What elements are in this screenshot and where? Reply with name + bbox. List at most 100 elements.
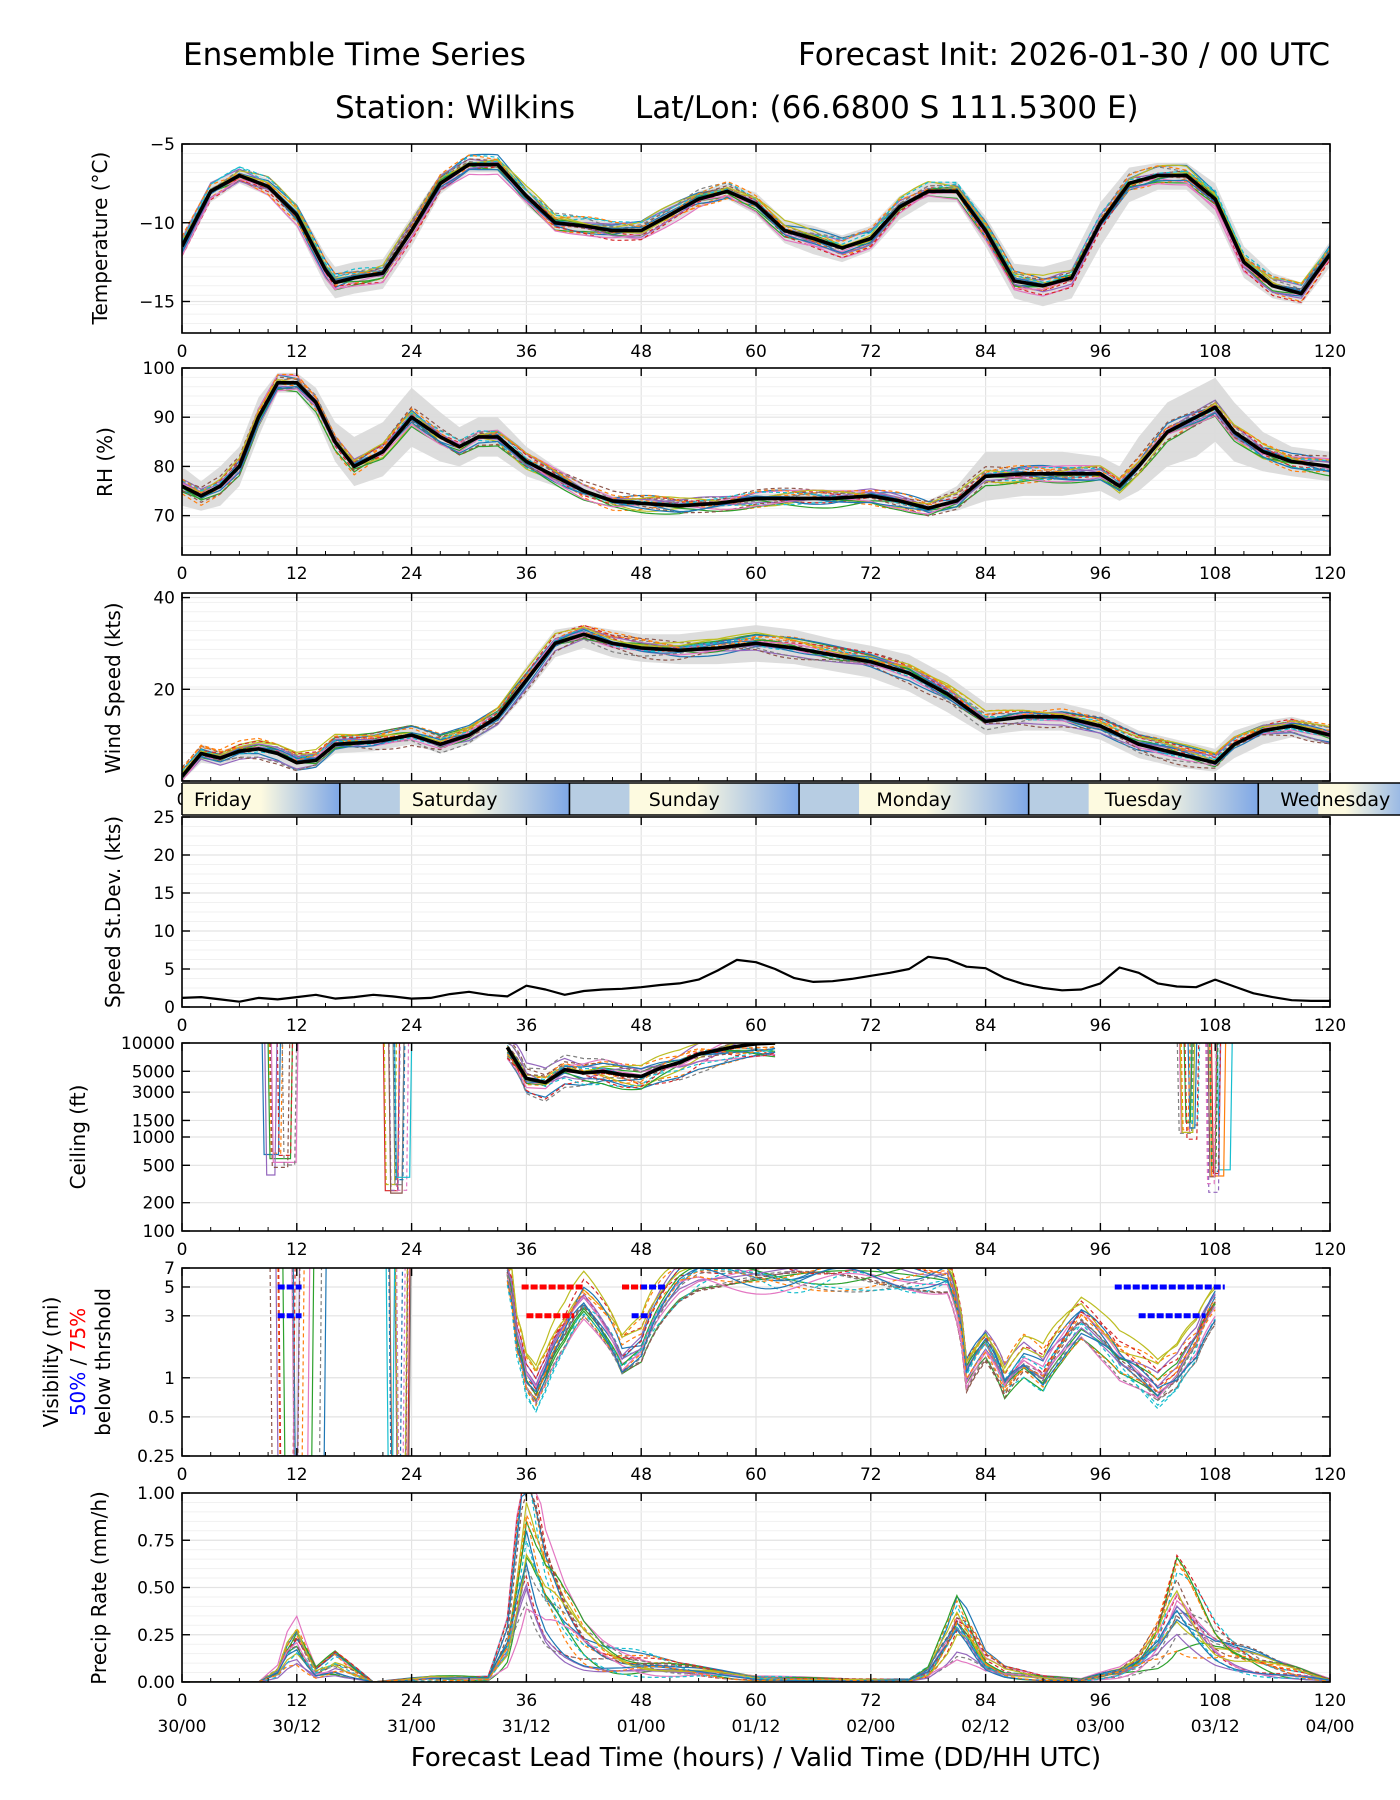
x-tick-label: 96 (1090, 1691, 1112, 1711)
visibility-ylabel-slash: / (66, 1352, 90, 1371)
plot-marks (182, 153, 1330, 307)
drop-event-line (388, 1268, 404, 1456)
y-tick-label: 7 (164, 1259, 175, 1279)
drop-event-line (385, 1268, 396, 1456)
day-label: Saturday (412, 789, 498, 811)
x-tick-label: 24 (401, 1465, 423, 1485)
x-tick-label: 120 (1314, 1240, 1346, 1260)
drop-event-line (292, 1268, 323, 1456)
drop-event-line (275, 1268, 301, 1456)
x-tick-label: 36 (516, 1240, 538, 1260)
x-tick-label: 72 (860, 1016, 882, 1036)
x-tick-label: 72 (860, 342, 882, 362)
y-tick-label: −15 (139, 293, 175, 313)
plot-marks (182, 624, 1330, 781)
valid-time-label: 03/12 (1191, 1717, 1240, 1737)
y-axis-label: Precip Rate (mm/h) (87, 1491, 111, 1685)
ensemble-mean-line (182, 381, 1330, 511)
ensemble-member-line (506, 1269, 1216, 1407)
y-tick-label: 0 (164, 998, 175, 1018)
visibility-ylabel-line1: Visibility (mi) (39, 1297, 63, 1428)
y-tick-label: 200 (143, 1194, 175, 1214)
drop-event-line (1183, 1043, 1193, 1123)
x-tick-label: 60 (745, 1691, 767, 1711)
ensemble-member-line (182, 160, 1330, 286)
x-tick-label: 84 (975, 1016, 997, 1036)
y-tick-label: 10 (153, 922, 175, 942)
y-axis-label: Wind Speed (kts) (101, 602, 125, 773)
ensemble-mean-line (505, 1043, 776, 1085)
ensemble-member-line (506, 1268, 1216, 1413)
x-tick-label: 24 (401, 1691, 423, 1711)
y-tick-label: 0 (164, 772, 175, 792)
x-axis-label: Forecast Lead Time (hours) / Valid Time … (411, 1743, 1101, 1773)
panel-precip-rate: 0 12 24 36 48 60 72 84 96 108 120 0.00 0.25 0.50 0.75 1… (87, 1484, 1346, 1711)
y-tick-label: 0.25 (137, 1626, 175, 1646)
x-tick-label: 24 (401, 1016, 423, 1036)
ensemble-member-line (182, 155, 1330, 292)
visibility-ylabel-line3: below thrshold (91, 1288, 115, 1436)
ensemble-member-line (507, 1043, 776, 1080)
valid-time-label: 30/00 (158, 1717, 207, 1737)
y-tick-label: 500 (143, 1156, 175, 1176)
x-tick-label: 96 (1090, 564, 1112, 584)
ensemble-member-line (506, 1268, 1216, 1380)
visibility-ylabel-p50: 50% (66, 1372, 90, 1416)
x-tick-label: 0 (177, 342, 188, 362)
valid-time-label: 03/00 (1076, 1717, 1125, 1737)
y-tick-label: −10 (139, 214, 175, 234)
day-strip: Friday Saturday Sunday Monday Tuesday Wednesd… (181, 782, 1400, 816)
y-tick-label: 90 (153, 408, 175, 428)
x-tick-label: 0 (177, 564, 188, 584)
x-tick-label: 108 (1199, 1016, 1231, 1036)
x-tick-label: 48 (630, 1691, 652, 1711)
x-tick-label: 72 (860, 564, 882, 584)
x-tick-label: 36 (516, 1691, 538, 1711)
valid-time-label: 31/12 (502, 1717, 551, 1737)
ensemble-spread-area (182, 158, 1330, 307)
panels-group: 0 12 24 36 48 60 72 84 96 108 120−15−10−5Temperatu… (66, 135, 1346, 1711)
x-tick-label: 0 (177, 1016, 188, 1036)
visibility-ylabel: Visibility (mi) 50% / 75% below thrshold (39, 1288, 115, 1436)
ensemble-member-line (506, 1268, 1216, 1404)
drop-event-line (269, 1268, 301, 1456)
drop-event-line (396, 1268, 406, 1456)
x-tick-label: 36 (516, 342, 538, 362)
x-tick-label: 48 (630, 564, 652, 584)
y-tick-label: 100 (143, 359, 175, 379)
valid-time-label: 30/12 (272, 1717, 321, 1737)
drop-event-line (1210, 1043, 1222, 1175)
x-tick-label: 84 (975, 1691, 997, 1711)
drop-event-line (277, 1268, 305, 1456)
ensemble-member-line (506, 1268, 1216, 1382)
x-tick-label: 108 (1199, 1240, 1231, 1260)
x-tick-label: 120 (1314, 564, 1346, 584)
ensemble-member-line (506, 1271, 1216, 1400)
chart-title-left: Ensemble Time Series (183, 37, 526, 73)
ensemble-spread-area (182, 625, 1330, 781)
drop-event-line (1179, 1043, 1196, 1133)
x-tick-label: 60 (745, 1465, 767, 1485)
x-tick-label: 12 (286, 564, 308, 584)
y-tick-label: 25 (153, 808, 175, 828)
ensemble-member-line (182, 638, 1330, 778)
x-tick-label: 120 (1314, 1465, 1346, 1485)
ensemble-mean-line (182, 162, 1330, 296)
day-band (182, 783, 340, 815)
day-band-edge (339, 783, 400, 815)
x-tick-label: 0 (177, 1691, 188, 1711)
drop-event-line (1184, 1043, 1200, 1140)
plot-marks (261, 1043, 1233, 1194)
drop-event-line (261, 1043, 281, 1156)
y-tick-label: 5 (164, 1278, 175, 1298)
day-label: Wednesday (1280, 789, 1390, 811)
drop-event-line (281, 1043, 298, 1166)
ensemble-mean-line (182, 632, 1330, 778)
x-tick-label: 24 (401, 1240, 423, 1260)
x-tick-label: 108 (1199, 342, 1231, 362)
x-tick-label: 108 (1199, 564, 1231, 584)
ensemble-member-line (507, 1268, 1216, 1375)
y-axis-label: RH (%) (93, 427, 117, 497)
x-tick-label: 0 (177, 1465, 188, 1485)
y-tick-label: 0.50 (137, 1579, 175, 1599)
